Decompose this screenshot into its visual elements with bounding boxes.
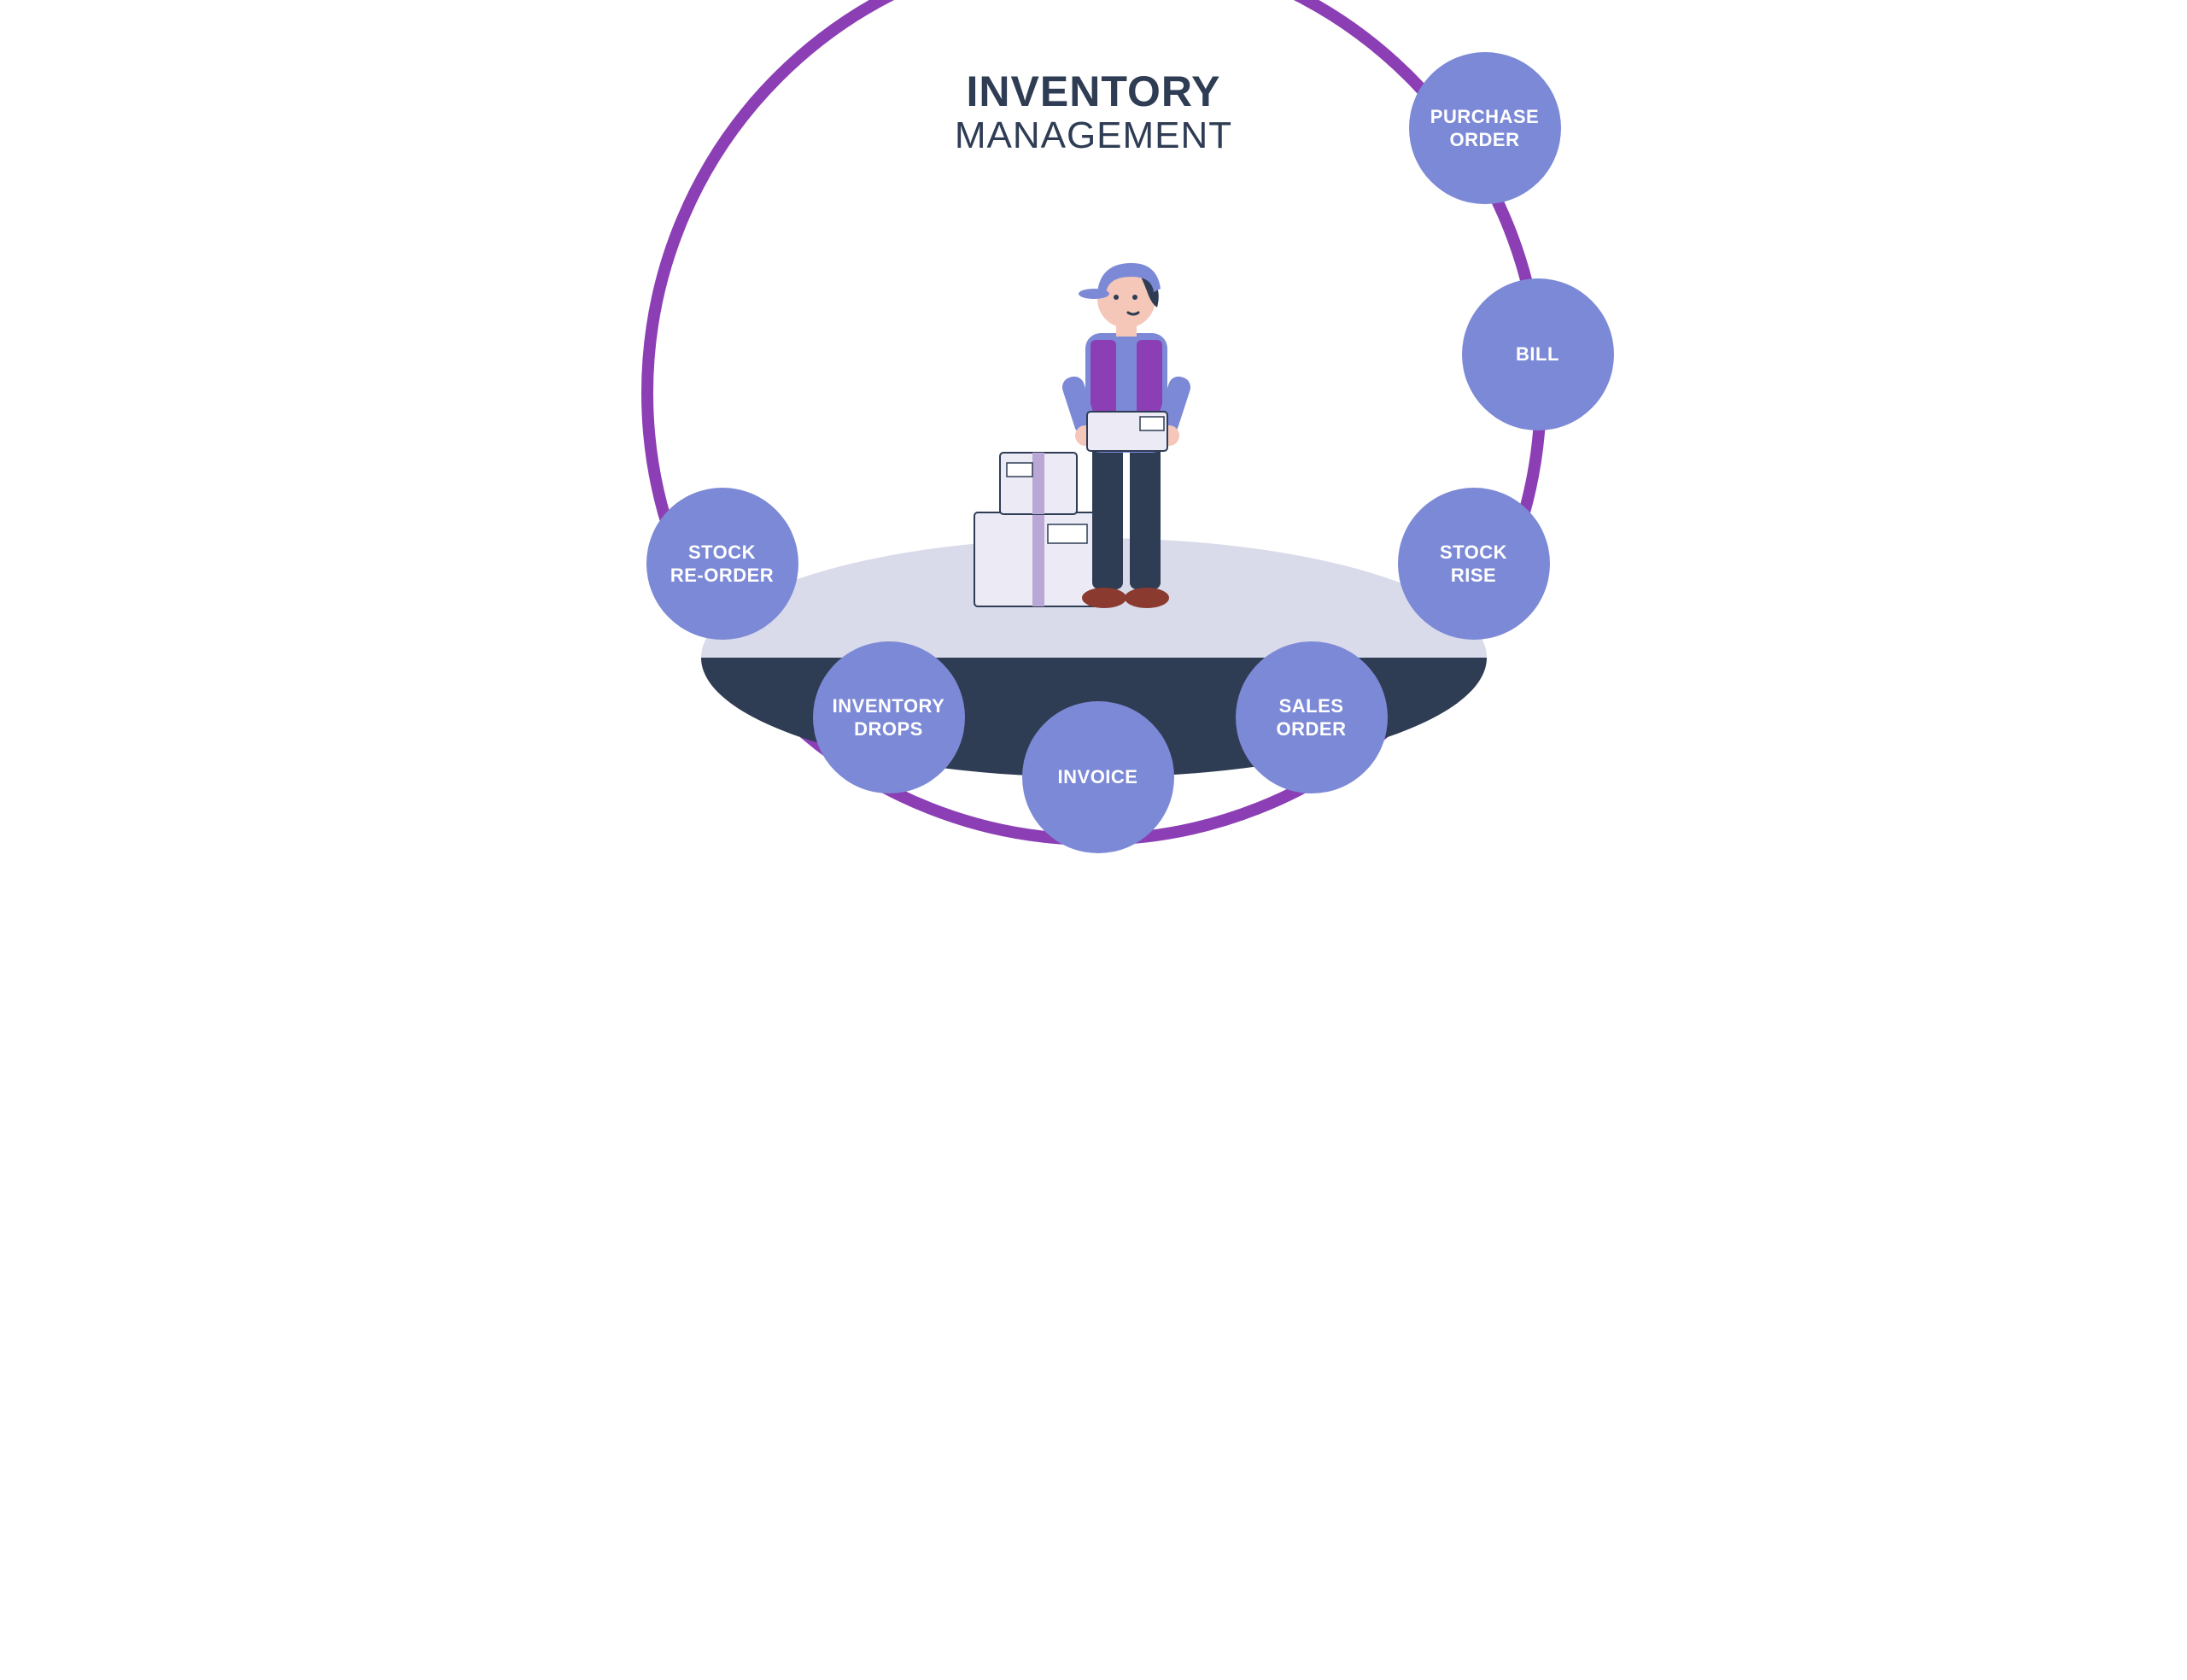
node-sales-order: SALESORDER [1236,641,1388,793]
boxes-icon [974,453,1102,606]
node-bill: BILL [1462,278,1614,430]
node-stock-reorder: STOCKRE-ORDER [646,488,798,640]
title-line2: MANAGEMENT [955,115,1232,156]
node-label-line: RISE [1440,564,1507,588]
node-label-line: SALES [1277,694,1347,718]
node-label-line: PURCHASE [1430,105,1539,129]
node-invoice: INVOICE [1022,701,1174,853]
diagram-stage: INVENTORY MANAGEMENT [556,0,1632,827]
node-label-line: INVOICE [1058,765,1138,789]
node-label-line: STOCK [670,541,774,565]
node-label-line: ORDER [1277,717,1347,741]
diagram-title: INVENTORY MANAGEMENT [955,68,1232,156]
worker-illustration [957,231,1231,623]
node-label-line: INVENTORY [833,694,945,718]
node-stock-rise: STOCKRISE [1398,488,1550,640]
node-label-line: DROPS [833,717,945,741]
node-label-line: STOCK [1440,541,1507,565]
node-purchase-order: PURCHASEORDER [1409,52,1561,204]
node-label-line: RE-ORDER [670,564,774,588]
node-label-line: ORDER [1430,128,1539,152]
node-label-line: BILL [1516,342,1559,366]
title-line1: INVENTORY [955,68,1232,115]
node-inventory-drops: INVENTORYDROPS [813,641,965,793]
